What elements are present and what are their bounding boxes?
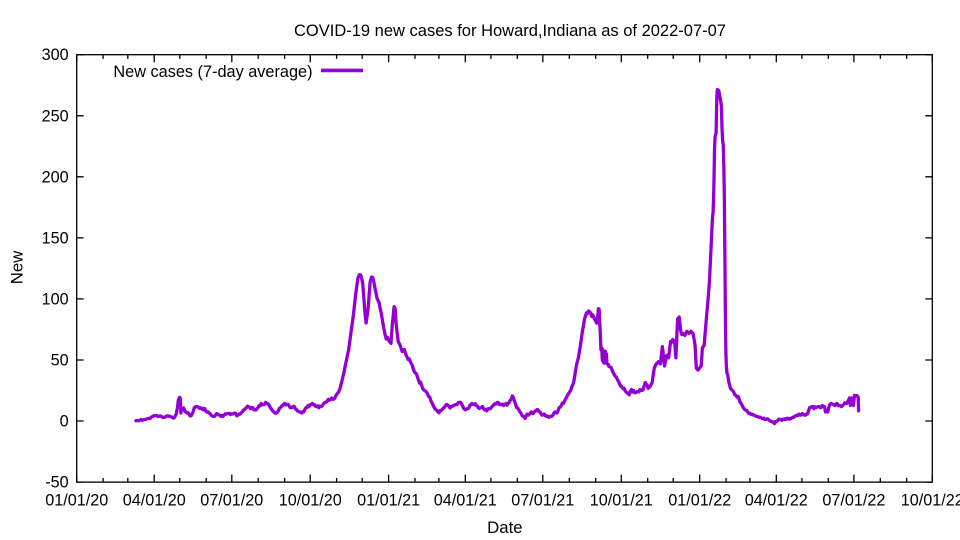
svg-text:Date: Date — [487, 518, 522, 537]
svg-text:01/01/21: 01/01/21 — [357, 492, 420, 510]
svg-text:50: 50 — [51, 352, 69, 370]
svg-text:10/01/21: 10/01/21 — [590, 492, 653, 510]
svg-text:04/01/21: 04/01/21 — [434, 492, 497, 510]
svg-text:250: 250 — [42, 107, 69, 125]
svg-text:07/01/21: 07/01/21 — [511, 492, 574, 510]
svg-text:New cases (7-day average): New cases (7-day average) — [113, 63, 312, 81]
svg-text:01/01/20: 01/01/20 — [45, 492, 108, 510]
svg-text:COVID-19 new cases for Howard,: COVID-19 new cases for Howard,Indiana as… — [294, 22, 726, 40]
svg-text:04/01/20: 04/01/20 — [123, 492, 186, 510]
svg-text:100: 100 — [42, 290, 69, 308]
svg-text:01/01/22: 01/01/22 — [668, 492, 731, 510]
svg-text:07/01/20: 07/01/20 — [200, 492, 263, 510]
svg-text:150: 150 — [42, 229, 69, 247]
svg-text:10/01/20: 10/01/20 — [279, 492, 342, 510]
svg-text:10/01/22: 10/01/22 — [901, 492, 960, 510]
svg-text:300: 300 — [42, 46, 69, 64]
svg-text:200: 200 — [42, 168, 69, 186]
svg-text:04/01/22: 04/01/22 — [745, 492, 808, 510]
svg-text:New: New — [7, 250, 26, 284]
svg-text:0: 0 — [60, 413, 69, 431]
svg-text:-50: -50 — [45, 474, 68, 492]
svg-text:07/01/22: 07/01/22 — [822, 492, 885, 510]
